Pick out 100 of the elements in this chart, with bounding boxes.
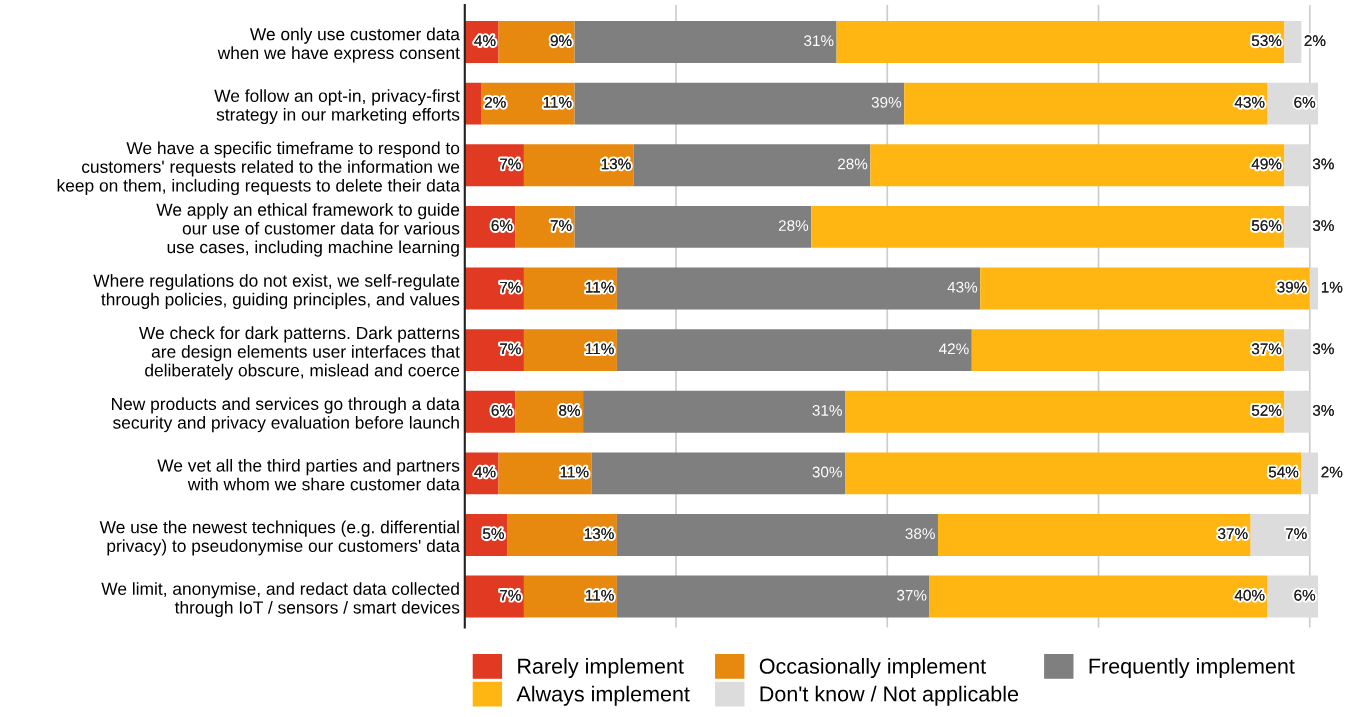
data-label: 3% <box>1312 404 1334 416</box>
y-tick-label: We follow an opt-in, privacy-first strategy in our marketing efforts <box>214 89 460 125</box>
data-label: 43% <box>947 281 978 293</box>
data-label: 9% <box>550 35 572 47</box>
y-tick-label: We limit, anonymise, and redact data collected through IoT / sensors / smart devices <box>101 582 460 618</box>
bar <box>937 514 1251 556</box>
data-label: 1% <box>1321 281 1343 293</box>
data-label: 7% <box>500 343 521 355</box>
bar <box>616 514 938 556</box>
data-label: 56% <box>1251 220 1282 231</box>
legend-label: Don't know / Not applicable <box>760 685 1019 706</box>
data-label: 37% <box>897 589 927 601</box>
data-label: 2% <box>1304 35 1326 47</box>
data-label: 39% <box>871 96 902 108</box>
bar <box>616 575 930 618</box>
bar <box>811 205 1285 248</box>
bar <box>836 21 1285 63</box>
data-label: 37% <box>1251 343 1282 355</box>
bar <box>1284 390 1310 433</box>
data-label: 7% <box>500 589 521 601</box>
data-label: 6% <box>491 404 513 416</box>
y-tick-label: New products and services go through a data security and privacy evaluation before launch <box>112 397 460 433</box>
data-label: 11% <box>586 589 614 601</box>
bar <box>1284 205 1310 248</box>
data-label: 8% <box>559 404 580 416</box>
data-label: 11% <box>560 466 589 478</box>
bar <box>616 267 981 310</box>
bar <box>515 390 584 433</box>
bar <box>1301 452 1319 495</box>
bar <box>498 21 575 63</box>
data-label: 4% <box>474 466 496 478</box>
data-label: 43% <box>1234 96 1265 108</box>
data-label: 6% <box>491 220 513 231</box>
bar <box>523 575 617 618</box>
data-label: 2% <box>1321 466 1343 478</box>
bar <box>1284 21 1302 63</box>
data-label: 37% <box>1218 528 1248 540</box>
legend-label: Rarely implement <box>518 658 684 679</box>
data-label: 3% <box>1312 158 1334 170</box>
bar <box>845 452 1302 495</box>
y-tick-label: We apply an ethical framework to guide our use of customer data for various use cases, including machine learning <box>156 203 460 257</box>
data-label: 13% <box>601 158 631 170</box>
data-label: 7% <box>500 158 521 170</box>
bar <box>870 144 1285 187</box>
y-tick-label: We only use customer data when we have express consent <box>217 27 460 63</box>
bar <box>1284 329 1310 372</box>
bar <box>1309 267 1319 310</box>
bar <box>523 329 617 372</box>
bar <box>971 329 1285 372</box>
data-label: 2% <box>484 96 506 108</box>
data-label: 11% <box>586 281 614 293</box>
data-label: 11% <box>586 343 614 355</box>
data-label: 4% <box>474 35 496 47</box>
y-tick-label: We check for dark patterns. Dark patterns are design elements user interfaces that deliberately obscure, mislead and coerce <box>139 326 460 380</box>
data-label: 5% <box>483 528 504 540</box>
bar <box>523 144 634 187</box>
bar <box>574 82 905 125</box>
y-tick-label: We vet all the third parties and partners with whom we share customer data <box>157 458 460 491</box>
data-label: 49% <box>1251 158 1282 170</box>
bar <box>574 205 812 248</box>
data-label: 40% <box>1234 589 1265 601</box>
bar <box>583 390 846 433</box>
bar <box>1284 144 1310 187</box>
data-label: 13% <box>584 528 614 540</box>
data-label: 11% <box>543 96 572 108</box>
bar <box>633 144 871 187</box>
bar <box>929 575 1268 618</box>
bar <box>574 21 837 63</box>
y-tick-label: We use the newest techniques (e.g. differential privacy) to pseudonymise our customers' data <box>99 520 460 556</box>
data-label: 30% <box>812 466 842 478</box>
data-label: 6% <box>1294 96 1316 108</box>
data-label: 28% <box>778 220 809 231</box>
y-tick-label: We have a specific timeframe to respond to customers' requests related to the information we keep on them, including requests to delete their data <box>57 141 460 196</box>
bar <box>515 205 575 248</box>
bar <box>904 82 1268 125</box>
bar <box>507 514 617 556</box>
legend-label: Frequently implement <box>1089 658 1295 679</box>
legend-label: Occasionally implement <box>759 658 986 679</box>
data-label: 3% <box>1312 343 1334 355</box>
data-label: 54% <box>1268 466 1299 478</box>
y-tick-label: Where regulations do not exist, we self-regulate through policies, guiding principles, and values <box>93 274 460 309</box>
data-label: 39% <box>1277 281 1307 293</box>
legend-label: Always implement <box>516 685 690 706</box>
data-label: 7% <box>1285 528 1307 539</box>
data-label: 28% <box>838 158 868 170</box>
data-label: 31% <box>804 35 834 47</box>
data-label: 53% <box>1251 35 1282 47</box>
bar <box>591 452 846 495</box>
data-label: 7% <box>550 220 572 231</box>
data-label: 52% <box>1251 404 1282 416</box>
bar <box>616 329 972 372</box>
data-label: 7% <box>500 281 521 293</box>
bar <box>845 390 1285 433</box>
data-label: 31% <box>812 404 842 416</box>
data-label: 38% <box>905 528 935 540</box>
bar <box>498 452 592 495</box>
bar <box>464 82 482 125</box>
data-label: 42% <box>939 343 969 355</box>
data-label: 3% <box>1312 220 1334 231</box>
data-label: 6% <box>1294 589 1316 601</box>
